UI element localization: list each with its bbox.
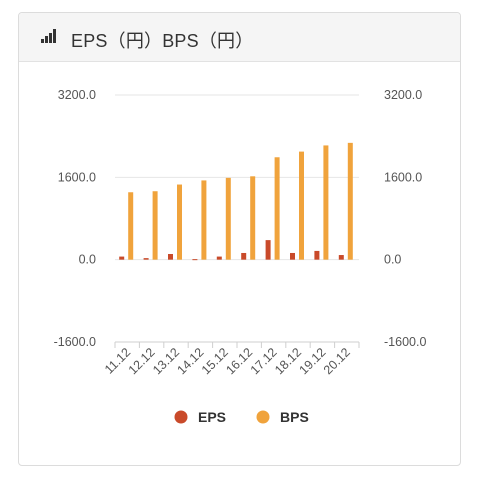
bps-bar <box>323 145 329 260</box>
x-tick-label: 13.12 <box>150 345 182 377</box>
y-tick-label-left: 1600.0 <box>58 170 96 184</box>
y-tick-label-left: 3200.0 <box>58 88 96 102</box>
bps-bar <box>274 157 280 260</box>
bps-bar <box>128 192 134 260</box>
eps-bar <box>168 254 173 260</box>
x-tick-label: 15.12 <box>199 345 231 377</box>
y-tick-label-right: 3200.0 <box>384 88 422 102</box>
bps-bar <box>347 142 353 260</box>
x-tick-label: 16.12 <box>223 345 255 377</box>
x-tick-label: 20.12 <box>321 345 353 377</box>
y-tick-label-left: 0.0 <box>79 253 96 267</box>
y-tick-label-right: 0.0 <box>384 253 401 267</box>
bps-bar <box>250 176 256 260</box>
eps-bar <box>265 240 271 260</box>
eps-bar <box>192 259 198 261</box>
bps-legend-label: BPS <box>280 409 309 425</box>
x-tick-label: 19.12 <box>297 345 329 377</box>
x-tick-label: 14.12 <box>175 345 207 377</box>
x-tick-label: 11.12 <box>102 345 133 376</box>
y-tick-label-right: 1600.0 <box>384 170 422 184</box>
bps-bar <box>225 177 231 260</box>
eps-legend-marker <box>174 410 188 424</box>
bps-bar <box>299 151 304 260</box>
eps-bar <box>241 252 247 260</box>
bps-bar <box>201 180 207 260</box>
y-tick-label-right: -1600.0 <box>384 335 426 349</box>
chart-card: EPS（円）BPS（円） <box>18 12 461 466</box>
x-tick-label: 17.12 <box>248 345 280 377</box>
eps-legend-label: EPS <box>198 409 226 425</box>
bps-bar <box>152 191 158 260</box>
eps-bar <box>314 250 320 260</box>
signal-bars-icon <box>41 29 57 43</box>
eps-bar <box>119 256 125 260</box>
y-tick-label-left: -1600.0 <box>54 335 96 349</box>
eps-bar <box>216 256 222 260</box>
eps-bar <box>143 258 149 260</box>
bps-bar <box>177 184 182 260</box>
x-tick-label: 12.12 <box>126 345 158 377</box>
eps-bar <box>290 252 295 260</box>
x-tick-label: 18.12 <box>272 345 304 377</box>
bps-legend-marker <box>256 410 270 424</box>
chart-title: EPS（円）BPS（円） <box>71 31 254 51</box>
eps-bar <box>338 255 344 260</box>
card-header: EPS（円）BPS（円） <box>19 13 460 62</box>
